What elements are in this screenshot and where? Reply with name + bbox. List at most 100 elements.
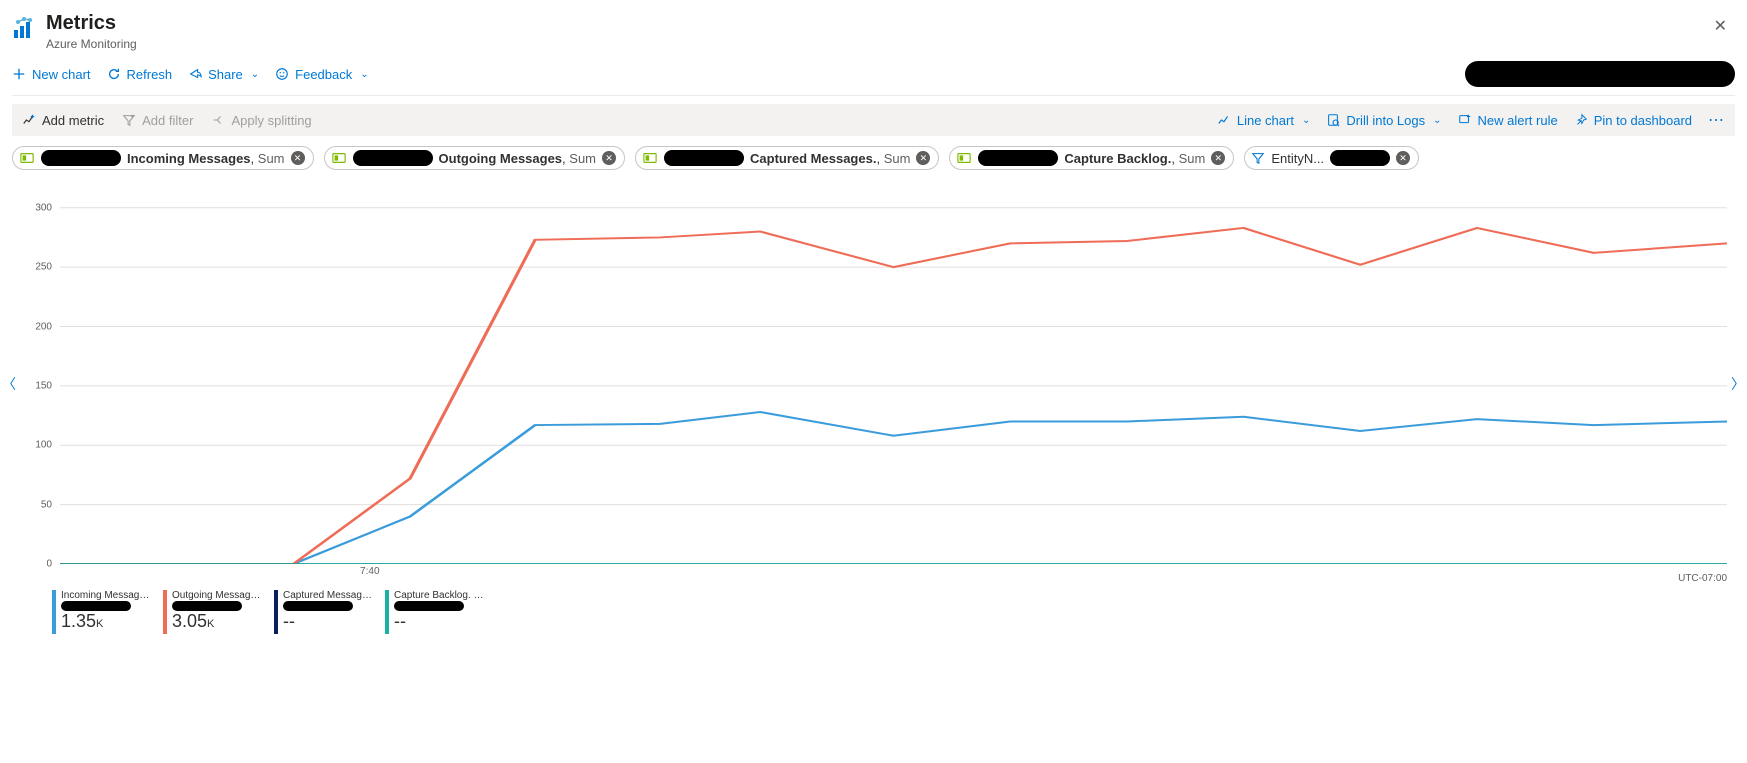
y-axis-tick: 50 bbox=[41, 499, 52, 510]
filter-icon bbox=[1251, 151, 1265, 165]
chart-toolbar: Add metric Add filter Apply splitting bbox=[12, 104, 1735, 136]
drill-logs-button[interactable]: Drill into Logs ⌄ bbox=[1326, 113, 1441, 128]
add-metric-button[interactable]: Add metric bbox=[22, 113, 104, 128]
add-metric-icon bbox=[22, 113, 36, 127]
new-alert-rule-button[interactable]: New alert rule bbox=[1458, 113, 1558, 128]
legend-series-name: Captured Messages. (... bbox=[283, 590, 373, 601]
redacted-resource bbox=[41, 150, 121, 166]
resource-icon bbox=[642, 151, 658, 165]
alert-rule-icon bbox=[1458, 113, 1472, 127]
metric-pill[interactable]: Captured Messages., Sum ✕ bbox=[635, 146, 939, 170]
metric-name: Outgoing Messages bbox=[439, 151, 563, 166]
refresh-button[interactable]: Refresh bbox=[107, 67, 173, 82]
redacted-filter-value bbox=[1330, 150, 1390, 166]
metric-pill[interactable]: Incoming Messages, Sum ✕ bbox=[12, 146, 314, 170]
chevron-down-icon: ⌄ bbox=[251, 69, 259, 80]
legend-value: 3.05K bbox=[172, 611, 262, 632]
line-chart-icon bbox=[1217, 113, 1231, 127]
legend-series-name: Capture Backlog. (Sum) bbox=[394, 590, 484, 601]
legend-series-name: Incoming Messages (Sum) bbox=[61, 590, 151, 601]
metric-name: Incoming Messages bbox=[127, 151, 251, 166]
pin-dashboard-button[interactable]: Pin to dashboard bbox=[1574, 113, 1692, 128]
legend-item[interactable]: Capture Backlog. (Sum) -- bbox=[385, 590, 494, 634]
x-axis-label: 7:40 bbox=[360, 566, 379, 577]
drill-logs-label: Drill into Logs bbox=[1346, 113, 1425, 128]
redacted-resource bbox=[172, 601, 242, 611]
command-bar: New chart Refresh Share ⌄ Feedback bbox=[12, 57, 1735, 96]
smiley-icon bbox=[275, 67, 289, 81]
feedback-button[interactable]: Feedback ⌄ bbox=[275, 67, 368, 82]
redacted-resource bbox=[283, 601, 353, 611]
filter-pill[interactable]: EntityN... ✕ bbox=[1244, 146, 1419, 170]
chart-prev-button[interactable]: 〈 bbox=[2, 374, 16, 394]
legend-value: -- bbox=[283, 611, 373, 632]
filter-label: EntityN... bbox=[1271, 151, 1324, 166]
y-axis-tick: 100 bbox=[35, 440, 52, 451]
new-chart-label: New chart bbox=[32, 67, 91, 82]
redacted-resource bbox=[664, 150, 744, 166]
new-alert-rule-label: New alert rule bbox=[1478, 113, 1558, 128]
y-axis-tick: 150 bbox=[35, 380, 52, 391]
refresh-label: Refresh bbox=[127, 67, 173, 82]
apply-splitting-button[interactable]: Apply splitting bbox=[211, 113, 311, 128]
legend-item[interactable]: Incoming Messages (Sum) 1.35K bbox=[52, 590, 161, 634]
resource-icon bbox=[956, 151, 972, 165]
resource-icon bbox=[331, 151, 347, 165]
add-filter-button[interactable]: Add filter bbox=[122, 113, 193, 128]
remove-metric-button[interactable]: ✕ bbox=[602, 151, 616, 165]
legend-value: 1.35K bbox=[61, 611, 151, 632]
apply-splitting-label: Apply splitting bbox=[231, 113, 311, 128]
metric-name: Capture Backlog. bbox=[1064, 151, 1171, 166]
redacted-resource bbox=[353, 150, 433, 166]
metric-name: Captured Messages. bbox=[750, 151, 876, 166]
share-label: Share bbox=[208, 67, 243, 82]
chart-type-button[interactable]: Line chart ⌄ bbox=[1217, 113, 1310, 128]
page-header: Metrics Azure Monitoring ✕ bbox=[12, 8, 1735, 57]
filter-icon bbox=[122, 113, 136, 127]
y-axis-tick: 250 bbox=[35, 262, 52, 273]
legend-value: -- bbox=[394, 611, 484, 632]
metric-aggregation: Sum bbox=[1179, 151, 1206, 166]
add-filter-label: Add filter bbox=[142, 113, 193, 128]
share-button[interactable]: Share ⌄ bbox=[188, 67, 259, 82]
chevron-down-icon: ⌄ bbox=[360, 69, 368, 80]
legend-item[interactable]: Outgoing Messages (Sum) 3.05K bbox=[163, 590, 272, 634]
chevron-down-icon: ⌄ bbox=[1302, 115, 1310, 126]
chart-type-label: Line chart bbox=[1237, 113, 1294, 128]
y-axis-tick: 300 bbox=[35, 202, 52, 213]
legend-series-name: Outgoing Messages (Sum) bbox=[172, 590, 262, 601]
share-icon bbox=[188, 67, 202, 81]
metrics-icon bbox=[12, 16, 36, 40]
x-axis-labels: 7:40 UTC-07:00 bbox=[60, 566, 1727, 584]
redacted-resource bbox=[394, 601, 464, 611]
legend-item[interactable]: Captured Messages. (... -- bbox=[274, 590, 383, 634]
y-axis-tick: 0 bbox=[46, 559, 52, 570]
close-button[interactable]: ✕ bbox=[1706, 12, 1735, 40]
chevron-down-icon: ⌄ bbox=[1433, 115, 1441, 126]
metric-aggregation: Sum bbox=[884, 151, 911, 166]
chart-container: 〈 〉 050100150200250300 7:40 UTC-07:00 bbox=[20, 184, 1727, 584]
feedback-label: Feedback bbox=[295, 67, 352, 82]
pin-dashboard-label: Pin to dashboard bbox=[1594, 113, 1692, 128]
splitting-icon bbox=[211, 113, 225, 127]
redacted-resource bbox=[978, 150, 1058, 166]
more-options-button[interactable]: ⋯ bbox=[1708, 110, 1725, 130]
new-chart-button[interactable]: New chart bbox=[12, 67, 91, 82]
y-axis-labels: 050100150200250300 bbox=[20, 184, 56, 564]
resource-icon bbox=[19, 151, 35, 165]
chart-next-button[interactable]: 〉 bbox=[1731, 374, 1745, 394]
remove-filter-button[interactable]: ✕ bbox=[1396, 151, 1410, 165]
page-subtitle: Azure Monitoring bbox=[46, 37, 137, 51]
remove-metric-button[interactable]: ✕ bbox=[291, 151, 305, 165]
remove-metric-button[interactable]: ✕ bbox=[916, 151, 930, 165]
add-metric-label: Add metric bbox=[42, 113, 104, 128]
remove-metric-button[interactable]: ✕ bbox=[1211, 151, 1225, 165]
page-title: Metrics bbox=[46, 12, 137, 35]
metric-aggregation: Sum bbox=[258, 151, 285, 166]
metric-pill[interactable]: Outgoing Messages, Sum ✕ bbox=[324, 146, 626, 170]
redacted-resource bbox=[61, 601, 131, 611]
timezone-label: UTC-07:00 bbox=[1678, 573, 1727, 584]
drill-logs-icon bbox=[1326, 113, 1340, 127]
y-axis-tick: 200 bbox=[35, 321, 52, 332]
metric-pill[interactable]: Capture Backlog., Sum ✕ bbox=[949, 146, 1234, 170]
